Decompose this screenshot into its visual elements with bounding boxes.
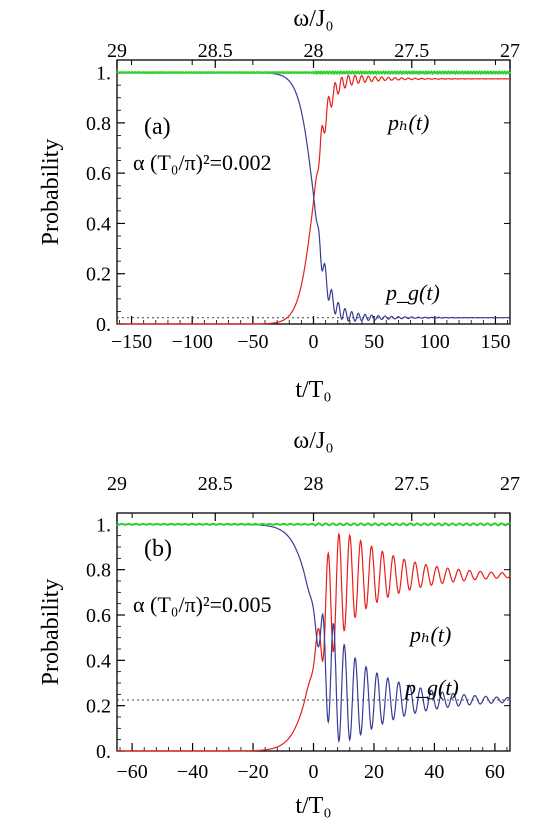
top-axis-title: ω/J₀ bbox=[293, 6, 333, 32]
x-tick-label: −40 bbox=[177, 761, 208, 783]
panel-a: −150 −100 −50 0 50 100 150 29 28.5 28 27.5 27 ω/J₀ 0.… bbox=[38, 6, 520, 403]
x-tick-label: −100 bbox=[172, 331, 213, 353]
ph-series-label: pₕ(t) bbox=[386, 110, 429, 135]
top-tick-label: 28 bbox=[304, 473, 324, 495]
y-tick-label: 1. bbox=[96, 514, 111, 536]
x-tick-label: −20 bbox=[237, 761, 268, 783]
x-tick-label: 20 bbox=[364, 761, 384, 783]
top-tick-label: 28 bbox=[304, 40, 324, 62]
top-tick-label: 28.5 bbox=[198, 40, 233, 62]
x-tick-label: −150 bbox=[111, 331, 152, 353]
y-tick-label: 0.2 bbox=[86, 264, 111, 286]
y-tick-label: 0.8 bbox=[86, 560, 111, 582]
top-tick-label: 27 bbox=[500, 40, 520, 62]
top-tick-label: 29 bbox=[107, 473, 127, 495]
parameter-annotation: α (T₀/π)²=0.002 bbox=[133, 150, 272, 175]
panel-b: −60 −40 −20 0 20 40 60 29 28.5 28 27.5 27 ω/J₀ 0. 0.2 0… bbox=[38, 428, 520, 819]
x-axis-title: t/T₀ bbox=[295, 793, 331, 819]
x-axis-title: t/T₀ bbox=[295, 377, 331, 403]
series-sum-line bbox=[116, 70, 511, 76]
x-tick-label: −60 bbox=[116, 761, 147, 783]
y-axis-title: Probability bbox=[38, 579, 64, 686]
x-tick-label: 60 bbox=[485, 761, 505, 783]
panel-label: (a) bbox=[144, 114, 171, 140]
pg-series-label: p_g(t) bbox=[384, 280, 440, 305]
series-sum-line bbox=[116, 522, 511, 527]
x-tick-label: 0 bbox=[309, 761, 319, 783]
series-ph-line bbox=[117, 74, 511, 325]
pg-series-label: p_g(t) bbox=[403, 675, 459, 700]
series-ph-line bbox=[117, 532, 511, 752]
x-tick-label: −50 bbox=[237, 331, 268, 353]
y-tick-label: 0.6 bbox=[86, 163, 111, 185]
top-axis-title: ω/J₀ bbox=[293, 428, 333, 454]
x-tick-label: 150 bbox=[480, 331, 510, 353]
top-tick-label: 28.5 bbox=[198, 473, 233, 495]
x-tick-label: 40 bbox=[424, 761, 444, 783]
top-tick-label: 27.5 bbox=[394, 473, 429, 495]
top-tick-label: 27 bbox=[500, 473, 520, 495]
top-tick-label: 27.5 bbox=[394, 40, 429, 62]
series-pg-line bbox=[117, 71, 510, 322]
y-tick-label: 0.6 bbox=[86, 605, 111, 627]
panel-label: (b) bbox=[144, 536, 172, 562]
y-tick-label: 0.8 bbox=[86, 113, 111, 135]
y-tick-label: 0.4 bbox=[86, 650, 111, 672]
y-tick-label: 0. bbox=[96, 741, 111, 763]
x-tick-label: 100 bbox=[420, 331, 450, 353]
parameter-annotation: α (T₀/π)²=0.005 bbox=[133, 592, 272, 617]
x-tick-label: 50 bbox=[364, 331, 384, 353]
y-tick-label: 0. bbox=[96, 314, 111, 336]
y-axis-title: Probability bbox=[38, 139, 64, 246]
y-tick-label: 0.4 bbox=[86, 213, 111, 235]
y-tick-label: 0.2 bbox=[86, 696, 111, 718]
y-tick-label: 1. bbox=[96, 63, 111, 85]
x-tick-label: 0 bbox=[309, 331, 319, 353]
top-tick-label: 29 bbox=[107, 40, 127, 62]
ph-series-label: pₕ(t) bbox=[408, 622, 451, 647]
